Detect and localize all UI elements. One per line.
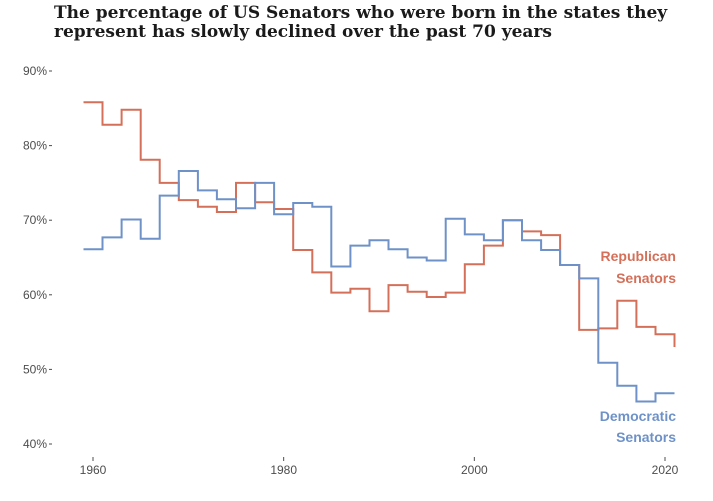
x-axis: 1960 1980 2000 2020 — [80, 457, 679, 477]
series-layer — [83, 101, 676, 403]
democratic-label-line2: Senators — [616, 429, 676, 445]
democratic-label-line1: Democratic — [600, 408, 676, 424]
y-tick-label: 70% — [23, 213, 47, 227]
republican-label-line2: Senators — [616, 270, 676, 286]
x-tick-label: 2000 — [461, 463, 488, 477]
democratic-senators-line — [83, 170, 675, 403]
chart-title: The percentage of US Senators who were b… — [54, 3, 668, 42]
y-tick-label: 50% — [23, 362, 47, 376]
republican-senators-line — [83, 101, 676, 347]
republican-label-line1: Republican — [601, 248, 676, 264]
y-tick-label: 90% — [23, 64, 47, 78]
y-tick-label: 40% — [23, 437, 47, 451]
x-tick-label: 2020 — [652, 463, 679, 477]
y-tick-label: 60% — [23, 288, 47, 302]
x-tick-label: 1980 — [270, 463, 297, 477]
y-axis: 90% 80% 70% 60% 50% 40% — [23, 64, 52, 451]
y-tick-label: 80% — [23, 139, 47, 153]
x-tick-label: 1960 — [80, 463, 107, 477]
